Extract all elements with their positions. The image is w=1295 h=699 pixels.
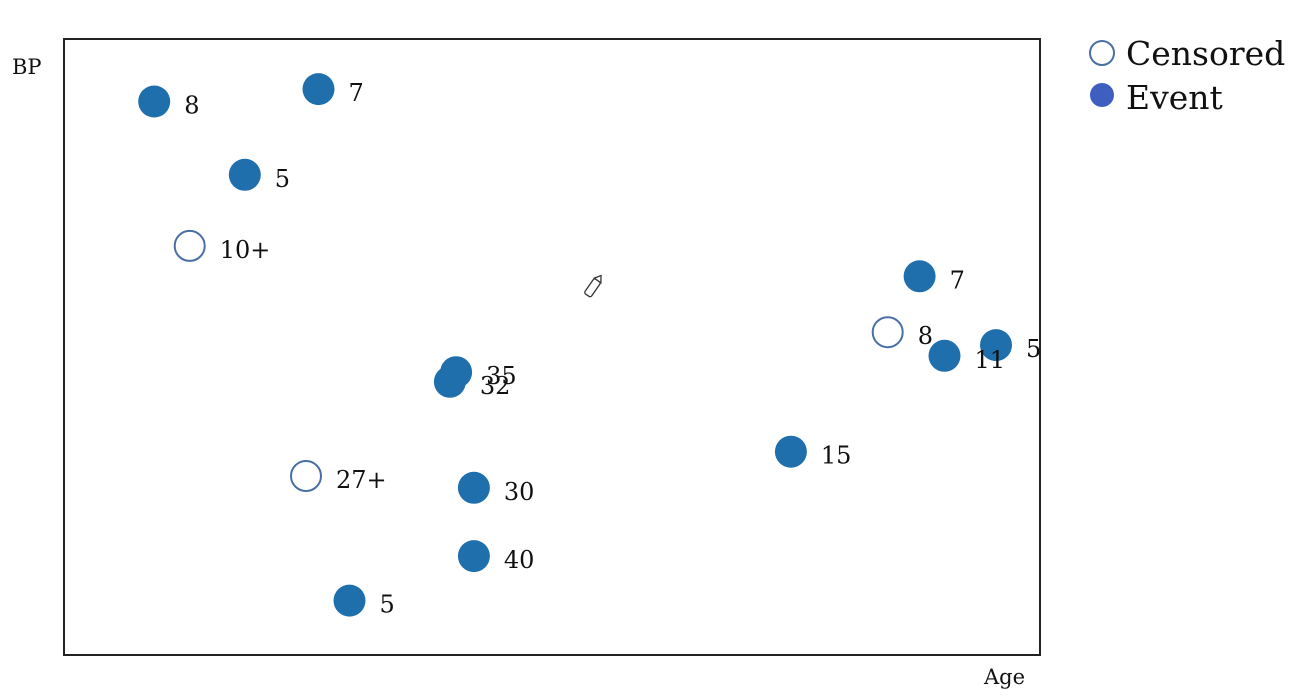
event-point-label: 30 (504, 478, 535, 506)
legend-censored-label: Censored (1126, 34, 1285, 73)
censored-point (871, 316, 904, 349)
censored-point (290, 460, 322, 492)
plot-frame (63, 38, 1041, 656)
event-point (903, 260, 936, 293)
legend: Censored Event (1089, 34, 1285, 117)
event-point (302, 73, 335, 106)
legend-censored-marker (1089, 40, 1115, 66)
event-point-label: 5 (1026, 335, 1041, 363)
event-point (457, 471, 490, 504)
event-point-label: 5 (275, 165, 290, 193)
event-point-label: 11 (975, 346, 1006, 374)
legend-event-marker (1090, 83, 1114, 107)
y-axis-label: BP (12, 55, 42, 79)
event-point (138, 85, 171, 118)
event-point (228, 158, 261, 191)
event-point (980, 329, 1012, 362)
censored-point-label: 27+ (336, 466, 387, 494)
event-point (774, 435, 807, 468)
event-point-label: 7 (950, 266, 965, 294)
event-point-label: 5 (380, 591, 395, 619)
pencil-cursor-icon (584, 274, 602, 298)
event-point (333, 584, 366, 617)
censored-point-label: 10+ (220, 236, 271, 264)
event-point (457, 540, 490, 573)
censored-point (173, 229, 206, 262)
censored-point-label: 8 (918, 322, 933, 350)
data-points (138, 73, 1012, 617)
event-point-label: 32 (480, 372, 511, 400)
event-point-label: 40 (504, 546, 535, 574)
event-point (433, 365, 466, 398)
event-point-label: 15 (821, 442, 852, 470)
event-point (928, 339, 961, 372)
x-axis-label: Age (983, 665, 1025, 689)
event-point-label: 35 (486, 362, 517, 390)
event-point-label: 7 (349, 79, 364, 107)
event-point-label: 8 (184, 92, 199, 120)
legend-event-label: Event (1126, 78, 1223, 117)
